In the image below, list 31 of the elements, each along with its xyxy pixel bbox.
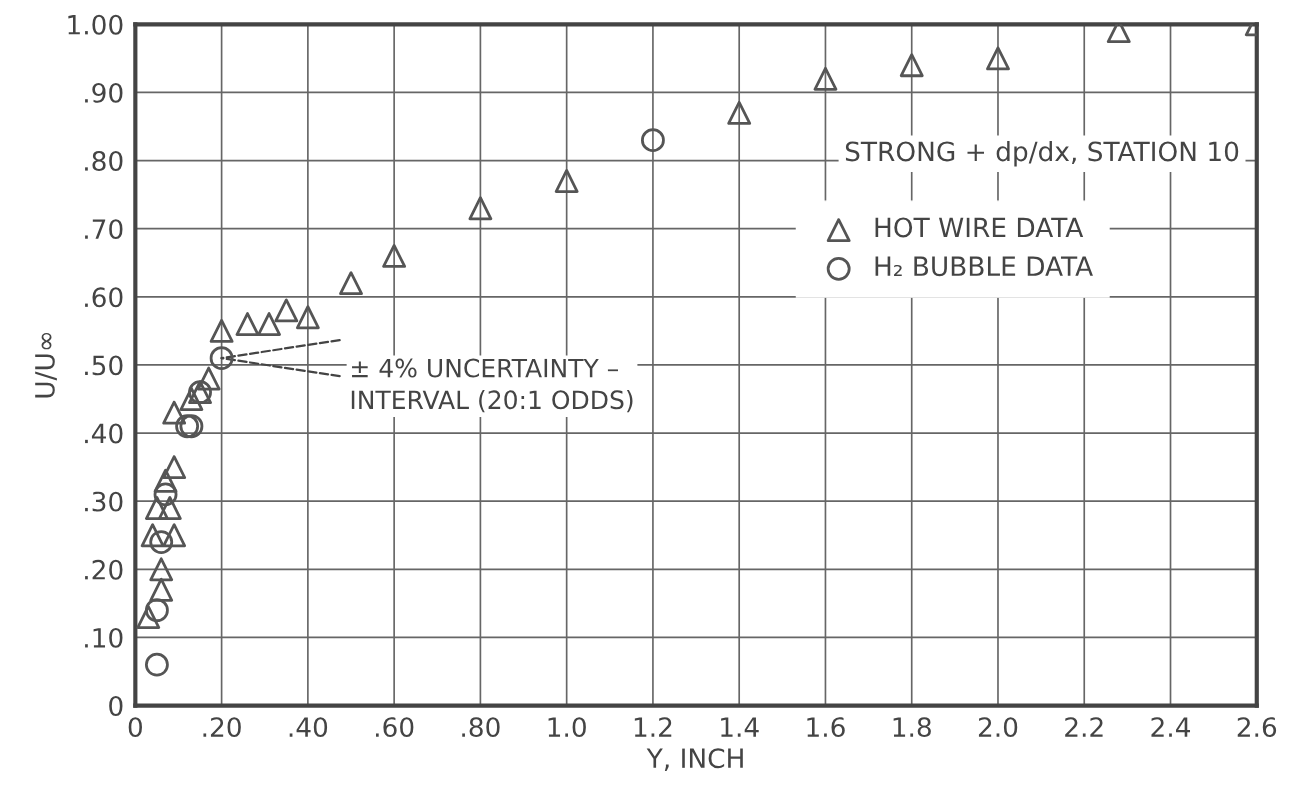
annotation: STRONG + dp/dx, STATION 10 (845, 141, 1239, 167)
y-tick-label: .90 (85, 82, 123, 103)
legend-label: H₂ BUBBLE DATA (875, 256, 1093, 277)
x-tick-label: 2.4 (1151, 717, 1191, 737)
x-tick-label: 1.4 (721, 717, 759, 737)
x-tick-label: .60 (375, 717, 414, 738)
x-tick-label: 1.0 (548, 717, 586, 738)
y-tick-label: .10 (85, 627, 123, 648)
x-tick-label: .20 (203, 717, 241, 738)
x-tick-label: 2.2 (1065, 717, 1103, 737)
x-tick-label: 2.6 (1237, 717, 1277, 738)
annotation: ± 4% UNCERTAINTY – INTERVAL (20:1 ODDS) (351, 358, 633, 413)
y-tick-label: .50 (85, 355, 123, 376)
x-tick-label: 1.8 (893, 717, 931, 738)
y-tick-label: .70 (85, 219, 123, 240)
y-tick-label: .60 (85, 287, 123, 308)
y-axis-title: U/U∞ (35, 333, 57, 398)
x-tick-label: 1.6 (807, 717, 845, 738)
x-tick-label: .80 (462, 717, 500, 738)
legend-label: HOT WIRE DATA (875, 217, 1084, 238)
y-tick-label: .30 (85, 491, 123, 512)
y-tick-label: .40 (85, 423, 123, 444)
x-tick-label: .40 (289, 717, 328, 738)
y-tick-label: 1.00 (68, 14, 123, 35)
x-tick-label: 2.0 (978, 717, 1018, 738)
x-tick-label: 1.2 (634, 717, 672, 737)
y-tick-label: 0 (109, 696, 123, 716)
y-tick-label: .20 (85, 559, 123, 580)
y-tick-label: .80 (85, 151, 123, 171)
x-tick-label: 0 (128, 717, 142, 738)
x-axis-title: Y, INCH (646, 748, 743, 771)
